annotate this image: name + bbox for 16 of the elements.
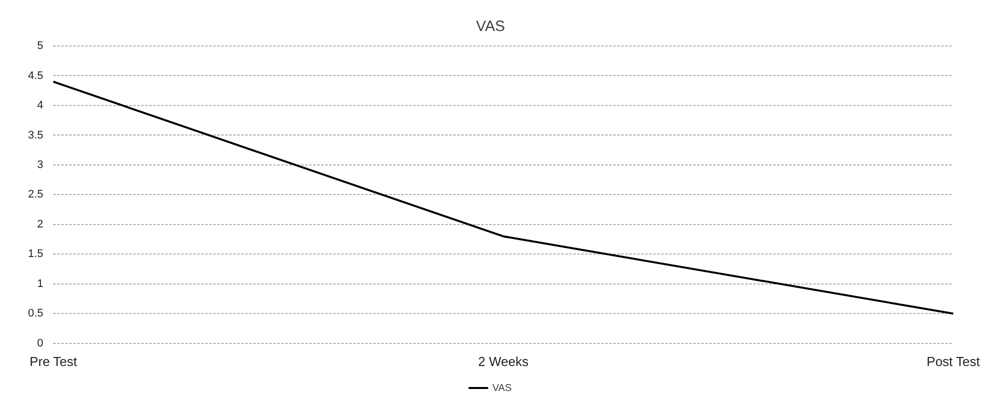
chart-title: VAS bbox=[476, 18, 505, 36]
y-tick-label: 2.5 bbox=[28, 188, 44, 201]
y-tick-label: 1.5 bbox=[28, 248, 44, 260]
y-tick-label: 3.5 bbox=[28, 129, 44, 142]
x-tick-label: Post Test bbox=[926, 354, 980, 369]
y-tick-label: 0.5 bbox=[28, 308, 44, 320]
y-tick-label: 3 bbox=[37, 158, 44, 171]
y-tick-label: 2 bbox=[37, 218, 44, 230]
y-tick-label: 0 bbox=[37, 337, 44, 350]
y-tick-label: 4.5 bbox=[28, 70, 44, 82]
x-tick-label: Pre Test bbox=[30, 354, 78, 369]
y-tick-label: 1 bbox=[37, 278, 44, 290]
legend-label: VAS bbox=[492, 382, 512, 394]
x-tick-label: 2 Weeks bbox=[478, 354, 529, 369]
y-tick-label: 4 bbox=[37, 100, 44, 112]
y-tick-label: 5 bbox=[37, 40, 44, 52]
